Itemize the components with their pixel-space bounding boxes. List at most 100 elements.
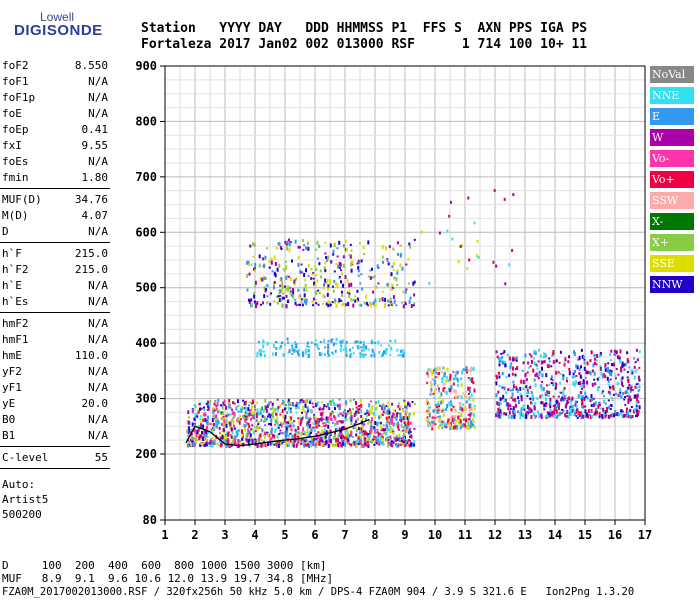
x-tick-label: 7 <box>341 528 348 542</box>
data-point <box>530 391 533 394</box>
data-point <box>285 404 287 407</box>
data-point <box>596 377 599 381</box>
data-point <box>300 401 303 403</box>
data-point <box>543 408 546 411</box>
data-point <box>470 406 473 410</box>
data-point <box>388 415 391 420</box>
data-point <box>514 373 517 377</box>
data-point <box>340 269 342 272</box>
data-point <box>413 280 416 284</box>
data-point <box>351 260 354 265</box>
data-point <box>318 424 321 427</box>
data-point <box>455 395 457 399</box>
data-point <box>360 442 363 446</box>
data-point <box>581 388 583 390</box>
data-point <box>302 427 305 432</box>
data-point <box>279 284 282 287</box>
data-point <box>595 363 598 366</box>
data-point <box>472 413 475 418</box>
data-point <box>227 431 230 434</box>
data-point <box>259 408 262 413</box>
data-point <box>329 303 332 306</box>
data-point <box>233 427 236 430</box>
data-point <box>460 377 463 380</box>
data-point <box>426 419 429 423</box>
data-point <box>206 425 208 430</box>
data-point <box>633 375 636 380</box>
data-point <box>323 282 326 285</box>
data-point <box>308 401 311 404</box>
data-point <box>401 301 403 304</box>
data-point <box>429 368 432 371</box>
data-point <box>253 406 256 408</box>
data-point <box>267 415 269 418</box>
data-point <box>535 365 538 367</box>
data-point <box>357 266 360 270</box>
data-point <box>306 289 309 292</box>
data-point <box>427 406 430 409</box>
data-point <box>391 283 394 288</box>
data-point <box>380 433 383 437</box>
data-point <box>629 415 632 419</box>
data-point <box>252 430 255 435</box>
data-point <box>612 387 615 391</box>
data-point <box>427 375 430 378</box>
data-point <box>302 442 305 445</box>
data-point <box>264 290 267 293</box>
data-point <box>289 424 292 428</box>
data-point <box>395 435 398 440</box>
data-point <box>577 358 580 361</box>
data-point <box>633 365 636 369</box>
data-point <box>428 408 431 411</box>
data-point <box>590 404 593 407</box>
data-point <box>230 441 233 446</box>
data-point <box>513 397 516 402</box>
data-point <box>283 401 286 406</box>
data-point <box>287 398 290 402</box>
data-point <box>320 408 323 411</box>
data-point <box>345 403 348 406</box>
data-point <box>197 410 200 414</box>
data-point <box>616 351 618 354</box>
data-point <box>269 401 272 404</box>
data-point <box>435 415 438 419</box>
data-point <box>271 434 274 439</box>
data-point <box>449 424 451 428</box>
data-point <box>267 442 269 447</box>
data-point <box>438 415 441 418</box>
data-point <box>342 439 345 442</box>
data-point <box>465 418 468 423</box>
data-point <box>270 257 273 262</box>
data-point <box>467 418 470 421</box>
data-point <box>313 416 316 420</box>
data-point <box>249 433 252 438</box>
data-point <box>322 302 324 305</box>
data-point <box>246 288 249 292</box>
data-point <box>299 304 301 306</box>
data-point <box>578 394 581 396</box>
data-point <box>547 414 550 418</box>
data-point <box>279 278 282 282</box>
data-point <box>581 354 584 359</box>
data-point <box>308 419 311 423</box>
data-point <box>315 443 318 448</box>
data-point <box>356 408 359 413</box>
data-point <box>230 435 233 439</box>
data-point <box>527 366 530 369</box>
data-point <box>187 439 189 442</box>
data-point <box>295 343 298 348</box>
data-point <box>300 439 303 442</box>
data-point <box>344 414 347 419</box>
data-point <box>348 436 351 438</box>
data-point <box>389 429 392 434</box>
data-point <box>314 343 316 346</box>
data-point <box>232 435 235 440</box>
param-value: N/A <box>88 381 108 394</box>
data-point <box>571 409 574 413</box>
data-point <box>509 404 512 408</box>
data-point <box>370 400 373 403</box>
param-row: h`F2 215.0 <box>2 262 108 277</box>
data-point <box>403 416 406 420</box>
data-point <box>329 443 332 446</box>
data-point <box>279 289 282 294</box>
